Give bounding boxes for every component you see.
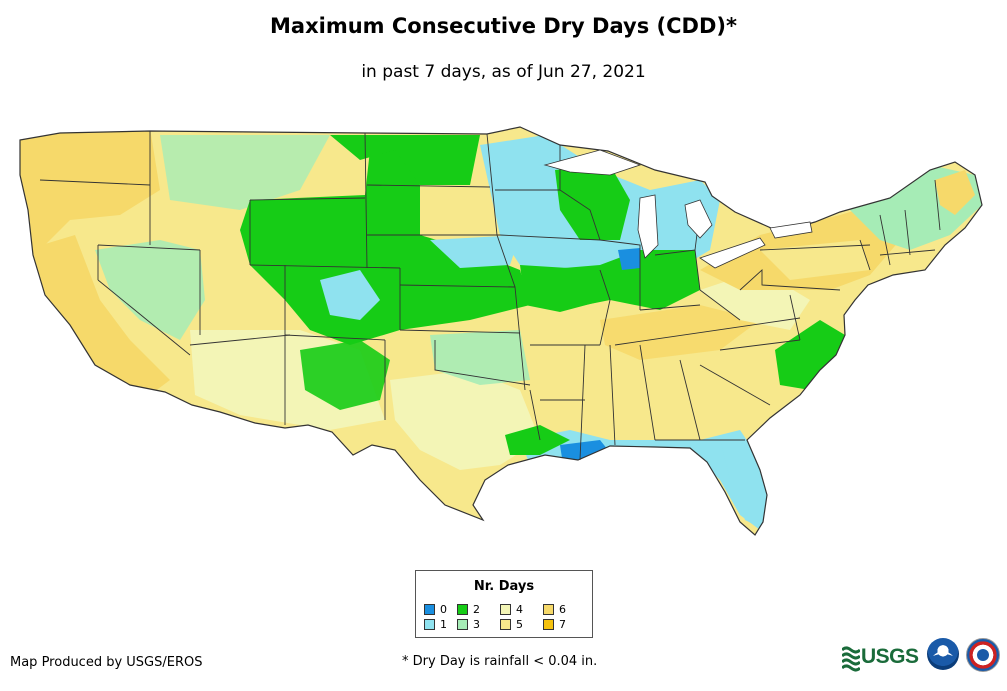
legend: Nr. Days 0 1 2 3 4 5 6 7 [415, 570, 593, 638]
region-northern-plains [330, 135, 480, 185]
usgs-wave-icon [842, 646, 860, 672]
noaa-logo [927, 638, 959, 670]
usgs-logo: USGS [842, 642, 920, 672]
region-great-basin [95, 240, 205, 340]
great-lakes [543, 149, 813, 269]
region-nebraska-blue [430, 235, 520, 268]
nws-logo [966, 638, 1000, 672]
region-maine [935, 170, 975, 215]
region-idaho-montana [160, 135, 330, 210]
legend-swatch [457, 604, 468, 615]
region-pennsylvania-north [760, 240, 870, 280]
legend-label: 6 [559, 603, 566, 616]
region-missouri-green [520, 265, 605, 312]
region-gulf-green [505, 425, 570, 455]
agency-logos: USGS [842, 636, 1002, 680]
lake-erie [699, 237, 766, 269]
legend-label: 4 [516, 603, 523, 616]
legend-swatch [424, 604, 435, 615]
region-california-coast [25, 235, 170, 395]
region-central-rockies [240, 140, 530, 345]
legend-label: 0 [440, 603, 447, 616]
legend-swatch [543, 604, 554, 615]
legend-swatch [457, 619, 468, 630]
map-subtitle: in past 7 days, as of Jun 27, 2021 [361, 62, 646, 82]
region-michigan-deepblue [618, 248, 640, 270]
legend-label: 2 [473, 603, 480, 616]
map-title: Maximum Consecutive Dry Days (CDD)* [270, 14, 737, 38]
legend-label: 7 [559, 618, 566, 631]
credit-text: Map Produced by USGS/EROS [10, 655, 203, 670]
lake-michigan [637, 194, 659, 259]
region-florida-peninsula [720, 440, 768, 530]
usgs-wordmark: USGS [861, 645, 919, 668]
legend-label: 3 [473, 618, 480, 631]
legend-swatch [424, 619, 435, 630]
legend-title: Nr. Days [473, 579, 535, 594]
legend-swatch [500, 619, 511, 630]
region-wisconsin-green [555, 165, 630, 240]
region-kansas-oklahoma [430, 330, 530, 385]
legend-label: 5 [516, 618, 523, 631]
nws-cloud-icon [977, 649, 989, 661]
region-colorado-blue [320, 270, 380, 320]
region-nm-green [300, 340, 390, 410]
region-southern-plains [390, 370, 540, 470]
noaa-bird-icon [933, 651, 953, 656]
region-pacific-northwest [20, 128, 160, 260]
legend-swatch [543, 619, 554, 630]
lake-ontario [769, 221, 813, 239]
footnote-text: * Dry Day is rainfall < 0.04 in. [402, 654, 598, 669]
lake-superior [543, 149, 642, 176]
lake-huron [684, 199, 713, 239]
cdd-field [20, 127, 982, 535]
state-boundaries [39, 131, 941, 461]
legend-swatch [500, 604, 511, 615]
legend-label: 1 [440, 618, 447, 631]
